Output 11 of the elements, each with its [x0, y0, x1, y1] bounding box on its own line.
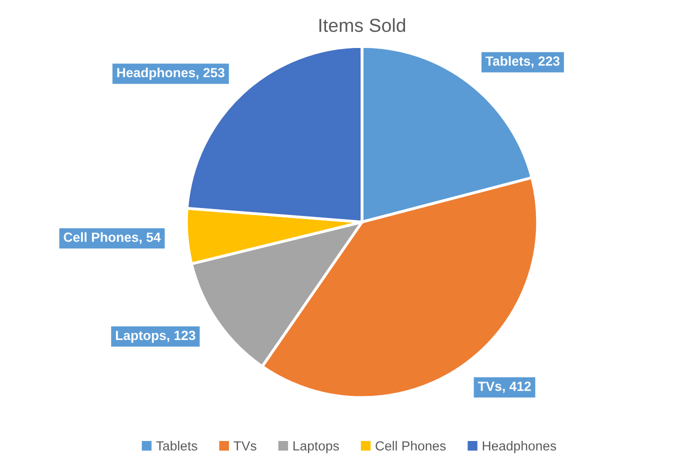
- legend-label: TVs: [234, 441, 256, 451]
- legend-label: Headphones: [482, 440, 556, 454]
- data-label: Tablets, 223: [486, 56, 560, 68]
- data-label: Laptops, 123: [116, 330, 196, 343]
- legend-label: Cell Phones: [376, 440, 446, 451]
- data-label: Headphones, 253: [117, 68, 224, 80]
- legend-label: Laptops: [294, 441, 339, 454]
- legend-label: Tablets: [156, 440, 198, 451]
- chart-title: Items Sold: [319, 18, 406, 32]
- data-label: TVs, 412: [478, 382, 531, 393]
- data-label: Cell Phones, 54: [64, 232, 161, 244]
